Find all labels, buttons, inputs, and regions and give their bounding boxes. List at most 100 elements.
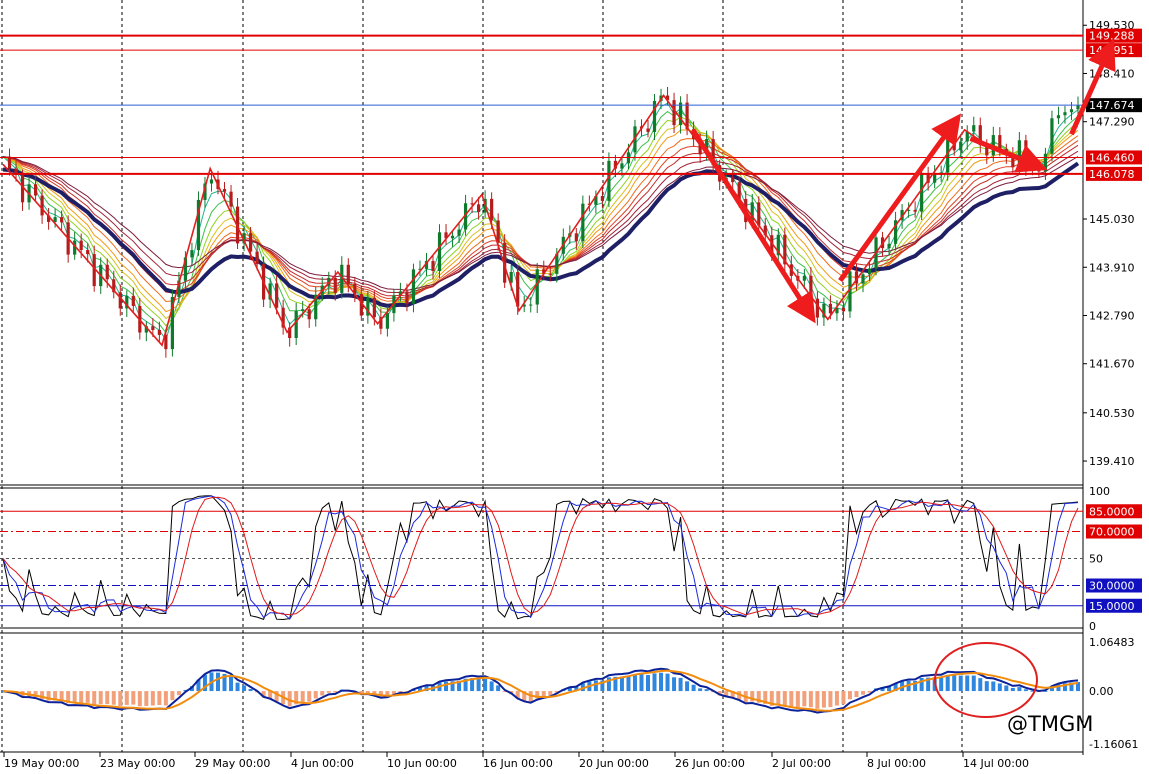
candle-body[interactable] bbox=[1056, 115, 1061, 119]
candle-body[interactable] bbox=[1063, 112, 1067, 116]
candle-body[interactable] bbox=[118, 292, 122, 309]
candle-body[interactable] bbox=[770, 235, 774, 256]
candle-body[interactable] bbox=[183, 257, 188, 281]
candle-body[interactable] bbox=[229, 191, 233, 207]
candle-body[interactable] bbox=[346, 264, 350, 284]
candle-body[interactable] bbox=[920, 173, 924, 212]
candle-body[interactable] bbox=[248, 233, 253, 252]
candle-body[interactable] bbox=[301, 309, 305, 311]
candle-body[interactable] bbox=[867, 268, 872, 275]
candle-body[interactable] bbox=[861, 274, 865, 284]
candle-body[interactable] bbox=[47, 215, 51, 222]
candle-body[interactable] bbox=[815, 298, 819, 318]
candle-body[interactable] bbox=[79, 240, 83, 251]
candle-body[interactable] bbox=[20, 175, 25, 203]
candle-body[interactable] bbox=[731, 177, 735, 183]
candle-body[interactable] bbox=[835, 307, 839, 314]
candle-body[interactable] bbox=[737, 182, 741, 199]
candle-body[interactable] bbox=[431, 260, 435, 271]
candle-body[interactable] bbox=[86, 250, 90, 255]
candle-body[interactable] bbox=[457, 229, 461, 236]
candle-body[interactable] bbox=[398, 291, 403, 296]
candle-body[interactable] bbox=[125, 295, 129, 309]
candle-body[interactable] bbox=[209, 179, 214, 184]
candle-body[interactable] bbox=[490, 198, 494, 221]
candle-body[interactable] bbox=[1076, 105, 1080, 110]
candle-body[interactable] bbox=[548, 273, 552, 275]
candle-body[interactable] bbox=[372, 297, 376, 318]
candle-body[interactable] bbox=[203, 183, 207, 200]
candle-body[interactable] bbox=[907, 209, 911, 211]
candle-body[interactable] bbox=[450, 235, 455, 239]
candle-body[interactable] bbox=[672, 100, 676, 126]
candle-body[interactable] bbox=[1037, 167, 1041, 172]
candle-body[interactable] bbox=[444, 232, 448, 239]
candle-body[interactable] bbox=[822, 303, 826, 318]
candle-body[interactable] bbox=[809, 275, 813, 299]
candle-body[interactable] bbox=[424, 260, 429, 269]
candle-body[interactable] bbox=[555, 253, 559, 274]
macd-pane[interactable] bbox=[1, 642, 1080, 718]
candle-body[interactable] bbox=[294, 310, 298, 339]
candle-body[interactable] bbox=[854, 271, 859, 284]
candle-body[interactable] bbox=[405, 291, 409, 304]
candle-body[interactable] bbox=[437, 232, 442, 271]
candle-body[interactable] bbox=[607, 160, 611, 201]
candle-body[interactable] bbox=[581, 203, 585, 242]
candle-body[interactable] bbox=[959, 141, 963, 151]
candle-body[interactable] bbox=[698, 139, 702, 155]
candle-body[interactable] bbox=[496, 220, 500, 243]
candle-body[interactable] bbox=[314, 294, 318, 320]
candle-body[interactable] bbox=[887, 243, 891, 249]
candle-body[interactable] bbox=[463, 203, 468, 230]
candle-body[interactable] bbox=[144, 326, 148, 333]
candle-body[interactable] bbox=[913, 209, 917, 212]
candle-body[interactable] bbox=[105, 264, 109, 280]
candle-body[interactable] bbox=[705, 139, 709, 155]
candle-body[interactable] bbox=[978, 125, 982, 146]
candle-body[interactable] bbox=[359, 294, 363, 316]
candle-body[interactable] bbox=[470, 203, 474, 205]
candle-body[interactable] bbox=[802, 275, 806, 281]
candle-body[interactable] bbox=[477, 204, 481, 212]
candle-body[interactable] bbox=[757, 202, 761, 226]
candle-body[interactable] bbox=[411, 269, 416, 304]
stochastic-pane[interactable] bbox=[0, 495, 1083, 621]
candle-body[interactable] bbox=[763, 225, 767, 236]
candle-body[interactable] bbox=[1017, 140, 1021, 168]
candle-body[interactable] bbox=[222, 189, 227, 192]
candle-body[interactable] bbox=[516, 271, 520, 307]
candle-body[interactable] bbox=[828, 303, 833, 314]
candle-body[interactable] bbox=[933, 173, 937, 183]
candle-body[interactable] bbox=[652, 100, 657, 132]
candle-body[interactable] bbox=[92, 254, 96, 287]
candle-body[interactable] bbox=[529, 304, 533, 306]
candle-body[interactable] bbox=[783, 234, 787, 265]
candle-body[interactable] bbox=[750, 202, 754, 223]
candle-body[interactable] bbox=[190, 250, 194, 258]
candle-body[interactable] bbox=[385, 313, 389, 329]
candle-body[interactable] bbox=[522, 304, 526, 307]
candle-body[interactable] bbox=[268, 283, 272, 300]
candle-body[interactable] bbox=[574, 233, 578, 242]
candle-body[interactable] bbox=[196, 199, 201, 251]
candle-body[interactable] bbox=[613, 160, 618, 169]
candle-body[interactable] bbox=[985, 145, 989, 156]
candle-body[interactable] bbox=[776, 234, 780, 256]
candle-body[interactable] bbox=[73, 240, 77, 255]
candle-body[interactable] bbox=[333, 277, 337, 293]
candle-body[interactable] bbox=[646, 128, 650, 132]
candle-body[interactable] bbox=[965, 131, 969, 142]
candle-body[interactable] bbox=[685, 102, 689, 130]
candle-body[interactable] bbox=[711, 139, 715, 166]
candle-body[interactable] bbox=[275, 283, 279, 308]
candle-body[interactable] bbox=[848, 271, 852, 312]
candle-body[interactable] bbox=[594, 195, 598, 205]
candle-body[interactable] bbox=[131, 295, 135, 306]
candle-body[interactable] bbox=[177, 280, 181, 297]
candle-body[interactable] bbox=[255, 251, 259, 265]
candle-body[interactable] bbox=[665, 95, 670, 101]
candle-body[interactable] bbox=[40, 195, 44, 216]
candle-body[interactable] bbox=[587, 203, 591, 205]
candle-body[interactable] bbox=[353, 283, 357, 295]
